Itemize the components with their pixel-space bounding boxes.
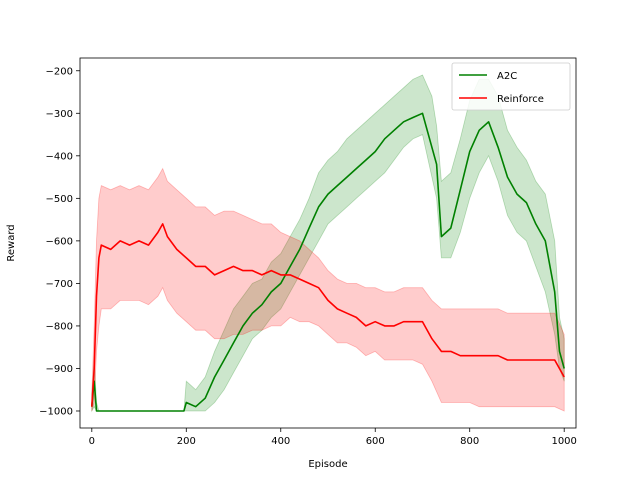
y-tick-label: −900	[46, 364, 73, 375]
y-tick-label: −200	[46, 66, 73, 77]
y-tick-label: −500	[46, 194, 73, 205]
legend-label-a2c: A2C	[497, 71, 517, 82]
x-axis: 0 200 400 600 800 1000	[89, 428, 577, 447]
y-axis: −1000 −900 −800 −700 −600 −500 −400 −300 −200	[39, 66, 80, 417]
y-axis-label: Reward	[6, 224, 17, 261]
y-tick-label: −700	[46, 279, 73, 290]
band-reinforce	[91, 167, 565, 412]
plot-area	[91, 74, 565, 413]
y-tick-label: −1000	[39, 406, 73, 417]
x-tick-label: 200	[177, 436, 196, 447]
series-line-reinforce	[91, 223, 565, 407]
x-tick-label: 400	[271, 436, 290, 447]
legend: A2C Reinforce	[451, 62, 571, 111]
x-tick-label: 0	[89, 436, 95, 447]
x-axis-label: Episode	[308, 459, 347, 470]
axes-frame	[79, 57, 577, 429]
x-tick-label: 600	[366, 436, 385, 447]
x-tick-label: 1000	[551, 436, 576, 447]
y-tick-label: −800	[46, 321, 73, 332]
series-line-a2c	[91, 112, 565, 412]
x-tick-label: 800	[460, 436, 479, 447]
y-tick-label: −300	[46, 109, 73, 120]
legend-label-reinforce: Reinforce	[497, 94, 544, 105]
y-tick-label: −600	[46, 236, 73, 247]
y-tick-label: −400	[46, 151, 73, 162]
